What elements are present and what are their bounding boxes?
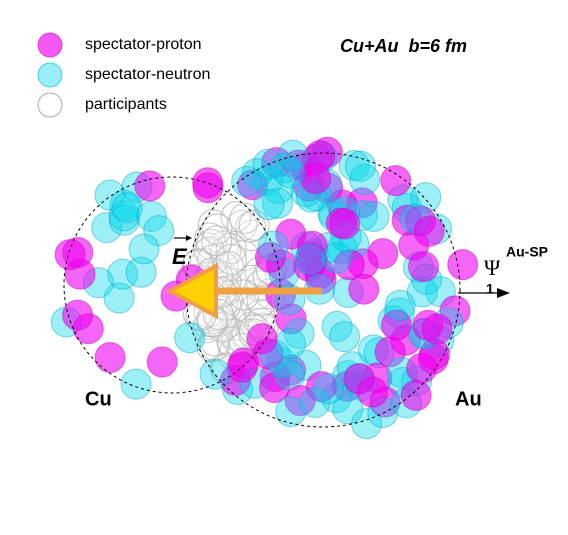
legend-label: spectator-proton	[85, 36, 202, 53]
field-label: E	[172, 244, 188, 269]
proton	[413, 215, 445, 247]
proton	[192, 167, 224, 199]
proton	[246, 323, 278, 355]
proton	[357, 376, 389, 408]
neutron	[275, 396, 307, 428]
neutron	[294, 244, 326, 276]
participant	[201, 225, 233, 257]
cu-nucleus	[63, 176, 281, 394]
proton	[346, 187, 378, 219]
proton	[94, 341, 126, 373]
proton	[380, 165, 412, 197]
neutron	[344, 150, 376, 182]
legend-neutron-marker	[37, 62, 63, 88]
cu-label: Cu	[85, 388, 112, 410]
participant	[220, 201, 252, 233]
neutron	[312, 373, 344, 405]
proton	[406, 352, 438, 384]
neutron	[108, 200, 140, 232]
neutron	[349, 163, 381, 195]
neutron	[283, 318, 315, 350]
neutron	[290, 349, 322, 381]
proton	[329, 208, 361, 240]
neutron	[174, 322, 206, 354]
neutron	[328, 321, 360, 353]
neutron	[321, 242, 353, 274]
neutron	[128, 233, 160, 265]
proton	[134, 170, 166, 202]
proton	[348, 273, 380, 305]
proton	[226, 351, 258, 383]
neutron	[253, 189, 285, 221]
neutron	[277, 139, 309, 171]
neutron	[107, 258, 139, 290]
proton	[62, 299, 94, 331]
neutron	[358, 200, 390, 232]
legend-participant-marker	[37, 92, 63, 118]
proton	[146, 346, 178, 378]
neutron	[199, 358, 231, 390]
neutron	[125, 256, 157, 288]
psi-label: Ψ	[484, 255, 501, 280]
neutron	[111, 192, 143, 224]
participant	[228, 279, 260, 311]
au-label: Au	[455, 388, 482, 410]
neutron	[262, 187, 294, 219]
psi-superscript: Au-SP	[506, 244, 548, 260]
proton	[300, 163, 332, 195]
legend-label: spectator-neutron	[85, 66, 210, 83]
au-nucleus	[185, 152, 461, 428]
title: Cu+Au b=6 fm	[340, 36, 467, 56]
proton	[400, 379, 432, 411]
neutron	[91, 212, 123, 244]
proton	[447, 249, 479, 281]
neutron	[231, 165, 263, 197]
legend-label: participants	[85, 96, 167, 113]
proton	[54, 239, 86, 271]
participant	[201, 213, 233, 245]
neutron	[299, 386, 331, 418]
proton	[408, 251, 440, 283]
particles	[50, 136, 479, 440]
field-arrow	[165, 262, 322, 320]
neutron	[332, 393, 364, 425]
legend-proton-marker	[37, 32, 63, 58]
neutron	[135, 200, 167, 232]
neutron	[274, 328, 306, 360]
neutron	[120, 368, 152, 400]
psi-subscript: 1	[486, 281, 494, 297]
participant	[229, 202, 261, 234]
proton	[421, 313, 453, 345]
plane-arrow	[458, 288, 510, 298]
proton	[254, 241, 286, 273]
field-vector-arrow	[174, 235, 192, 241]
proton	[367, 238, 399, 270]
